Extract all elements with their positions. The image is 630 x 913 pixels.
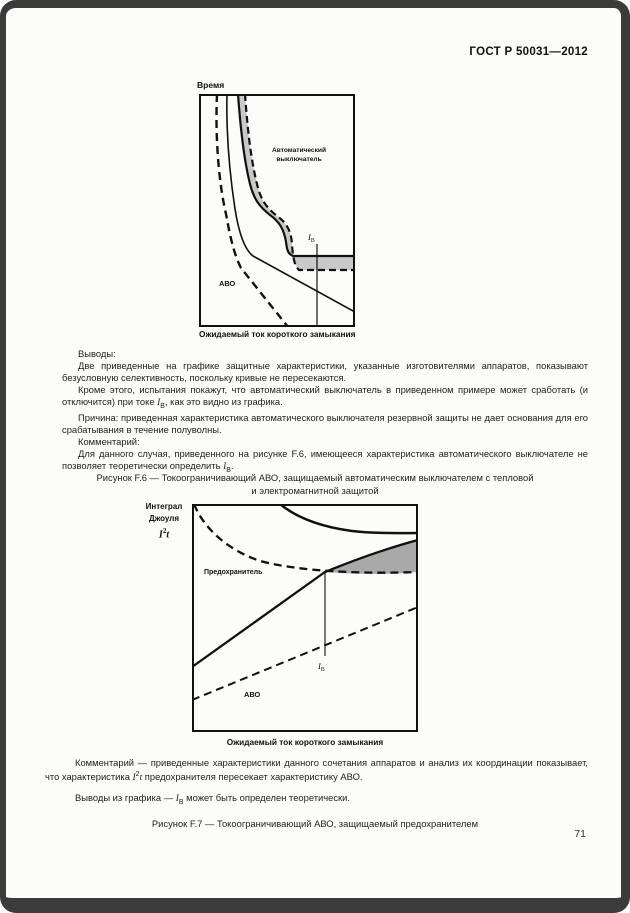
overlap-shaded-region xyxy=(325,540,418,574)
fuse-solid-curve xyxy=(279,504,418,535)
f6-paragraph: Кроме этого, испытания покажут, что авто… xyxy=(62,383,588,410)
f6-paragraph: Для данного случая, приведенного на рису… xyxy=(62,448,588,474)
fig-f7-border xyxy=(192,504,418,732)
fig-f7-x-axis-label: Ожидаемый ток короткого замыкания xyxy=(226,737,384,747)
avo-label: АВО xyxy=(244,690,260,699)
document-number: ГОСТ Р 50031—2012 xyxy=(469,46,588,58)
f6-discussion-text: Выводы: Две приведенные на графике защит… xyxy=(62,348,588,477)
avo-solid-line xyxy=(192,538,418,668)
breaker-label-line2: выключатель xyxy=(276,156,321,163)
fig-f6-plot: Автоматический выключатель АВО IB xyxy=(199,94,355,327)
breaker-label: Автоматический xyxy=(272,146,326,154)
fig-f7-y-axis-label: Интеграл Джоуля I2t xyxy=(145,502,183,541)
f7-comment-paragraph: Комментарий — приведенные характеристики… xyxy=(45,757,588,784)
avo-solid-curve xyxy=(226,94,355,313)
f7-comment-text: Комментарий — приведенные характеристики… xyxy=(45,757,588,785)
avo-label: АВО xyxy=(219,279,235,288)
page-number: 71 xyxy=(574,828,586,840)
f6-paragraph: Выводы: xyxy=(78,348,116,359)
fuse-label: Предохранитель xyxy=(204,569,263,576)
f7-conclusion-paragraph: Выводы из графика — IB может быть опреде… xyxy=(75,792,350,806)
avo-dashed-line xyxy=(192,606,418,701)
f6-paragraph: Комментарий: xyxy=(78,436,140,448)
breaker-solid-curve xyxy=(236,94,355,258)
f7-conclusion-text: Выводы из графика — IB может быть опреде… xyxy=(45,792,588,809)
fig-f7-caption: Рисунок F.7 — Токоограничивающий АВО, за… xyxy=(151,818,479,829)
fig-f6-x-axis-label: Ожидаемый ток короткого замыкания xyxy=(199,329,356,339)
ib-current-label: IB xyxy=(317,661,325,673)
f6-paragraph: Две приведенные на графике защитные хара… xyxy=(62,359,588,383)
fig-f6-y-axis-label: Время xyxy=(197,80,225,90)
fig-f7-plot: Предохранитель АВО IB xyxy=(192,504,418,732)
fuse-dashed-curve xyxy=(192,504,418,574)
ib-current-label: IB xyxy=(307,232,315,244)
breaker-dashed-curve xyxy=(243,94,355,272)
f6-paragraph: Причина: приведенная характеристика авто… xyxy=(62,412,588,436)
fig-f6-border xyxy=(199,94,355,327)
fig-f6-caption: Рисунок F.6 — Токоограничивающий АВО, за… xyxy=(96,472,534,496)
